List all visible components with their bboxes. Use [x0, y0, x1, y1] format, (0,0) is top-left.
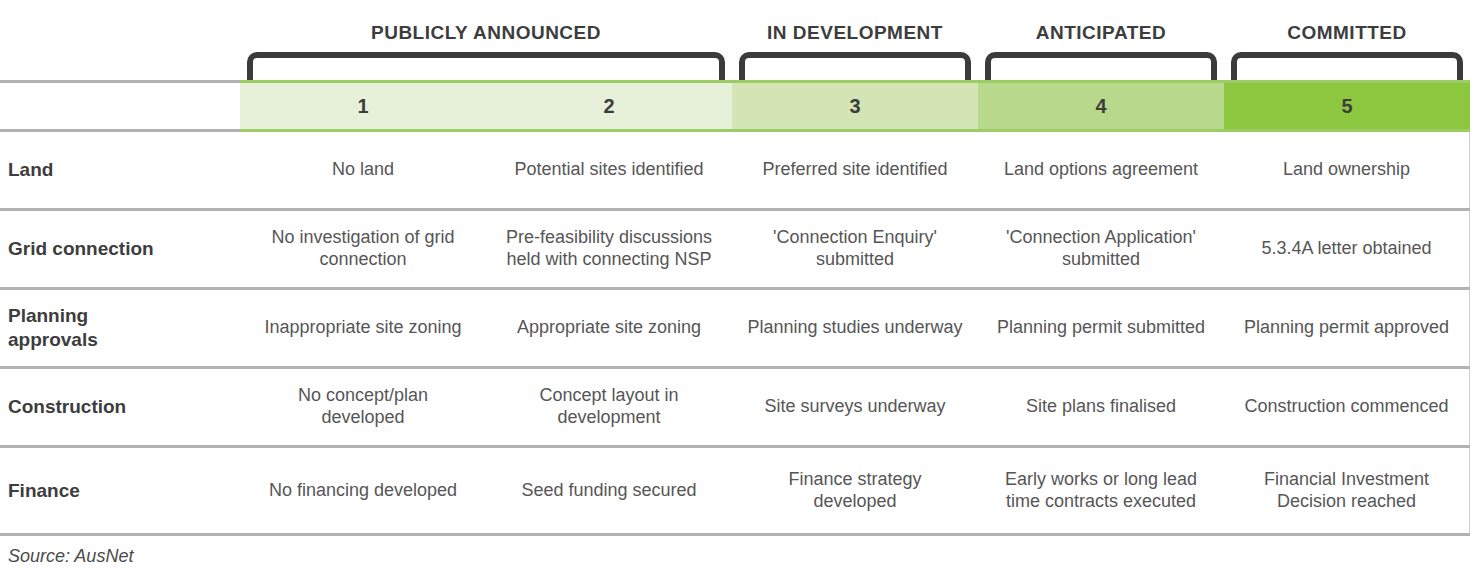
- table-cell: Financial Investment Decision reached: [1224, 448, 1470, 533]
- table-cell: 'Connection Application' submitted: [978, 211, 1224, 287]
- table-cell: No financing developed: [240, 448, 486, 533]
- table-cell: Inappropriate site zoning: [240, 290, 486, 366]
- table-cell: 'Connection Enquiry' submitted: [732, 211, 978, 287]
- table-row-land: Land No land Potential sites identified …: [0, 132, 1470, 211]
- stage-number-2: 2: [486, 80, 732, 132]
- table-cell: Potential sites identified: [486, 132, 732, 208]
- project-stage-matrix: PUBLICLY ANNOUNCED IN DEVELOPMENT ANTICI…: [0, 0, 1482, 571]
- table-cell: No investigation of grid connection: [240, 211, 486, 287]
- stage-number-band: 1 2 3 4 5: [0, 80, 1470, 132]
- stage-group-label-committed: COMMITTED: [1224, 22, 1470, 44]
- row-label-grid-connection: Grid connection: [0, 211, 240, 287]
- table-cell: Site plans finalised: [978, 369, 1224, 445]
- table-cell: Preferred site identified: [732, 132, 978, 208]
- row-label-finance: Finance: [0, 448, 240, 533]
- stage-group-label-anticipated: ANTICIPATED: [978, 22, 1224, 44]
- table-cell: Planning studies underway: [732, 290, 978, 366]
- stage-number-3: 3: [732, 80, 978, 132]
- table-cell: Early works or long lead time contracts …: [978, 448, 1224, 533]
- table-cell: Construction commenced: [1224, 369, 1470, 445]
- stage-number-1: 1: [240, 80, 486, 132]
- table-cell: Site surveys underway: [732, 369, 978, 445]
- table-cell: Land options agreement: [978, 132, 1224, 208]
- bracket-in-development: [739, 52, 971, 80]
- row-label-text: Land: [8, 158, 53, 182]
- bracket-publicly-announced: [247, 52, 725, 80]
- stage-number-4: 4: [978, 80, 1224, 132]
- bracket-committed: [1231, 52, 1463, 80]
- table-cell: Land ownership: [1224, 132, 1470, 208]
- stage-group-label-publicly-announced: PUBLICLY ANNOUNCED: [240, 22, 732, 44]
- row-label-planning-approvals: Planning approvals: [0, 290, 240, 366]
- table-row-finance: Finance No financing developed Seed fund…: [0, 448, 1470, 536]
- stage-group-brackets: [0, 52, 1470, 80]
- row-label-text: Grid connection: [8, 237, 154, 261]
- row-label-construction: Construction: [0, 369, 240, 445]
- table-cell: No land: [240, 132, 486, 208]
- table-cell: Planning permit submitted: [978, 290, 1224, 366]
- row-label-text: Construction: [8, 395, 126, 419]
- table-row-grid-connection: Grid connection No investigation of grid…: [0, 211, 1470, 290]
- row-label-land: Land: [0, 132, 240, 208]
- table-cell: No concept/plan developed: [240, 369, 486, 445]
- row-label-text: Planning approvals: [8, 304, 183, 352]
- stage-group-header: PUBLICLY ANNOUNCED IN DEVELOPMENT ANTICI…: [0, 14, 1470, 44]
- table-cell: Seed funding secured: [486, 448, 732, 533]
- table-cell: Planning permit approved: [1224, 290, 1470, 366]
- table-row-planning-approvals: Planning approvals Inappropriate site zo…: [0, 290, 1470, 369]
- table-cell: Appropriate site zoning: [486, 290, 732, 366]
- row-label-text: Finance: [8, 479, 80, 503]
- table-cell: Finance strategy developed: [732, 448, 978, 533]
- table-row-construction: Construction No concept/plan developed C…: [0, 369, 1470, 448]
- band-spacer: [0, 80, 240, 132]
- source-note: Source: AusNet: [0, 546, 1482, 567]
- table-cell: Pre-feasibility discussions held with co…: [486, 211, 732, 287]
- stage-number-5: 5: [1224, 80, 1470, 132]
- bracket-anticipated: [985, 52, 1217, 80]
- table-cell: Concept layout in development: [486, 369, 732, 445]
- table-cell: 5.3.4A letter obtained: [1224, 211, 1470, 287]
- stage-group-label-in-development: IN DEVELOPMENT: [732, 22, 978, 44]
